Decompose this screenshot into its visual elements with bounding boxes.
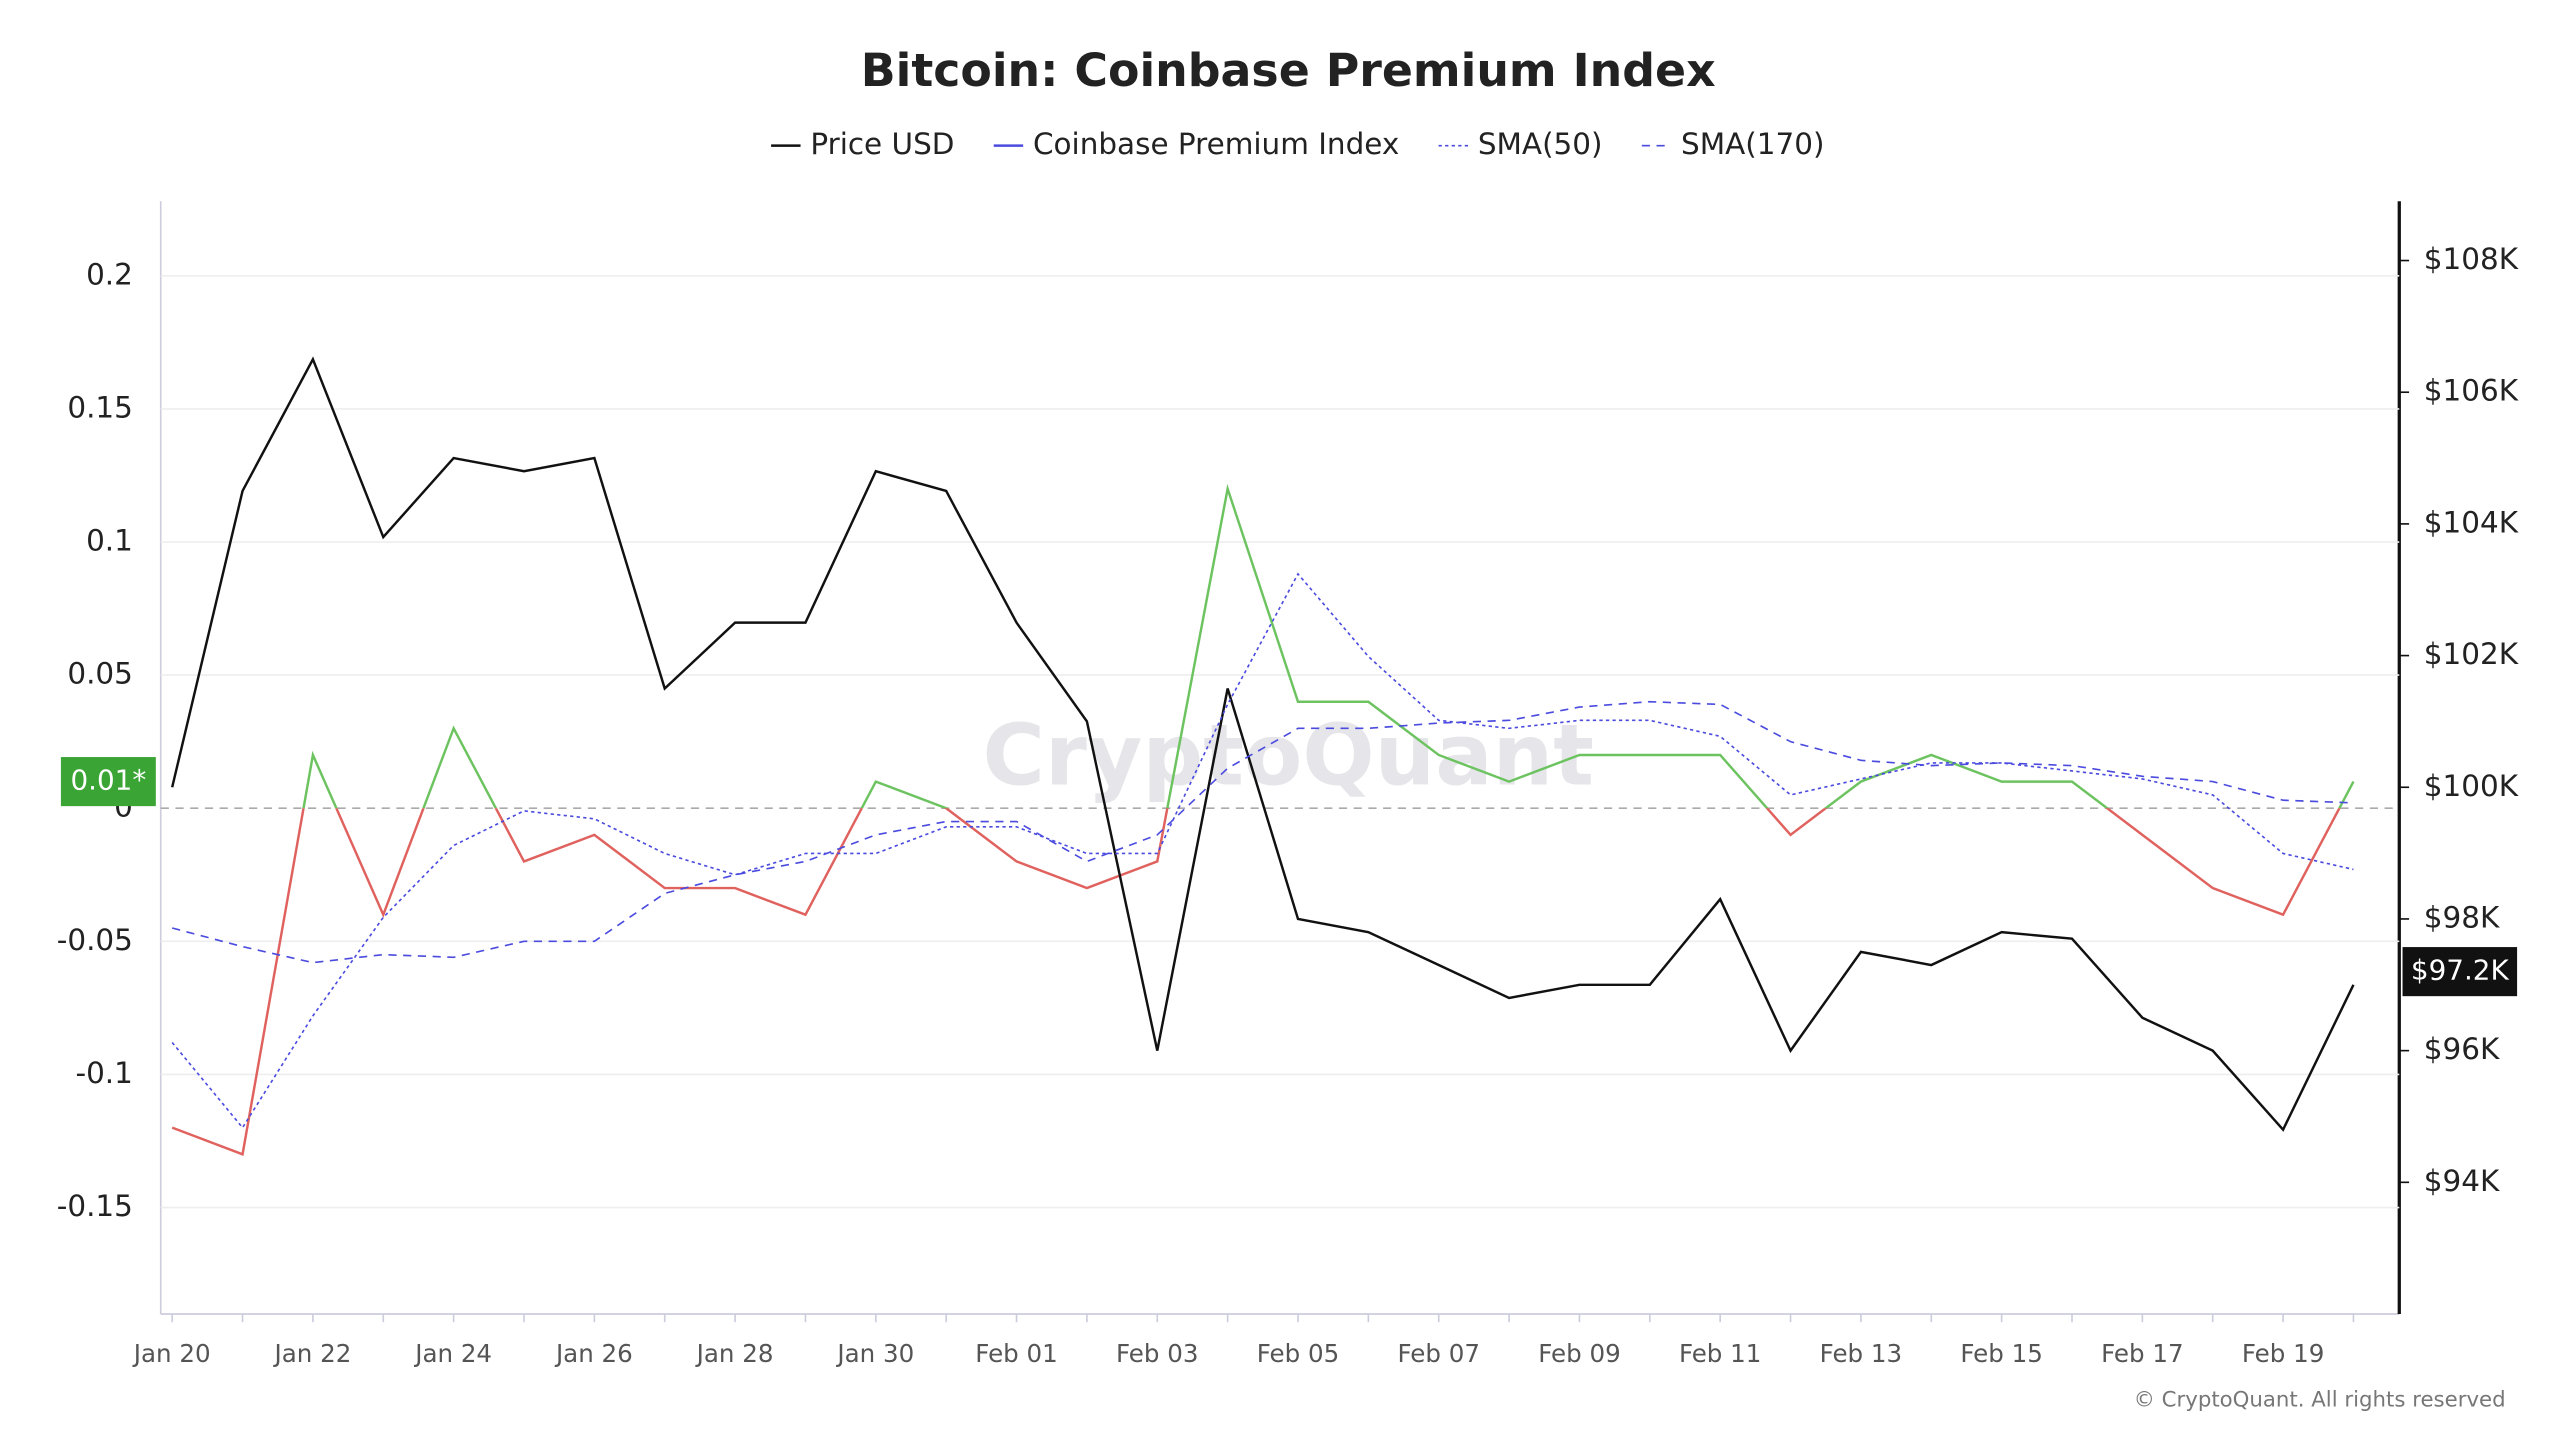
x-tick-label: Feb 05 (1257, 1339, 1339, 1368)
y2-tick-label: $104K (2424, 505, 2519, 539)
y-tick-label: -0.1 (75, 1056, 132, 1090)
current-value-box (60, 757, 156, 807)
y2-tick-label: $98K (2424, 900, 2500, 934)
legend-label: SMA(50) (1478, 127, 1603, 161)
x-tick-label: Jan 28 (695, 1339, 774, 1368)
legend: Price USD Coinbase Premium Index SMA(50) SM… (771, 127, 1824, 161)
watermark: CryptoQuant (982, 706, 1593, 805)
series-line (171, 572, 2354, 1130)
x-tick-label: Feb 19 (2242, 1339, 2324, 1368)
y2-tick-label: $106K (2424, 374, 2519, 408)
y2-tick-label: $100K (2424, 769, 2519, 803)
current-value-box (2402, 947, 2518, 997)
x-tick-label: Feb 11 (1679, 1339, 1761, 1368)
legend-label: SMA(170) (1681, 127, 1824, 161)
x-tick-label: Feb 07 (1398, 1339, 1480, 1368)
series-line (170, 356, 2355, 1132)
x-tick-label: Feb 15 (1960, 1339, 2042, 1368)
legend-label: Coinbase Premium Index (1033, 127, 1399, 161)
x-tick-label: Jan 20 (132, 1339, 211, 1368)
y-tick-label: -0.05 (57, 923, 133, 957)
y-tick-label: 0.2 (86, 257, 133, 291)
chart-title: Bitcoin: Coinbase Premium Index (861, 43, 1716, 97)
y2-tick-label: $96K (2424, 1032, 2500, 1066)
y-tick-label: 0.15 (67, 390, 133, 424)
x-tick-label: Feb 03 (1116, 1339, 1198, 1368)
x-tick-label: Jan 22 (272, 1339, 351, 1368)
current-value-label: $97.2K (2411, 954, 2510, 987)
legend-label: Price USD (810, 127, 954, 161)
premium-line-positive (302, 483, 2355, 809)
x-tick-label: Feb 01 (975, 1339, 1057, 1368)
y2-tick-label: $102K (2424, 637, 2519, 671)
x-tick-label: Feb 13 (1820, 1339, 1902, 1368)
x-tick-label: Feb 09 (1538, 1339, 1620, 1368)
current-value-label: 0.01* (70, 764, 146, 797)
premium-line-negative (171, 808, 2341, 1156)
series-line (171, 700, 2354, 964)
y2-tick-label: $108K (2424, 242, 2519, 276)
y-tick-label: 0.1 (86, 524, 133, 558)
y2-tick-label: $94K (2424, 1164, 2500, 1198)
y-tick-label: 0.05 (67, 657, 133, 691)
x-tick-label: Jan 26 (554, 1339, 633, 1368)
x-tick-label: Feb 17 (2101, 1339, 2183, 1368)
x-tick-label: Jan 30 (835, 1339, 914, 1368)
y-tick-label: -0.15 (57, 1189, 133, 1223)
footer: © CryptoQuant. All rights reserved (2134, 1388, 2506, 1413)
x-tick-label: Jan 24 (413, 1339, 492, 1368)
